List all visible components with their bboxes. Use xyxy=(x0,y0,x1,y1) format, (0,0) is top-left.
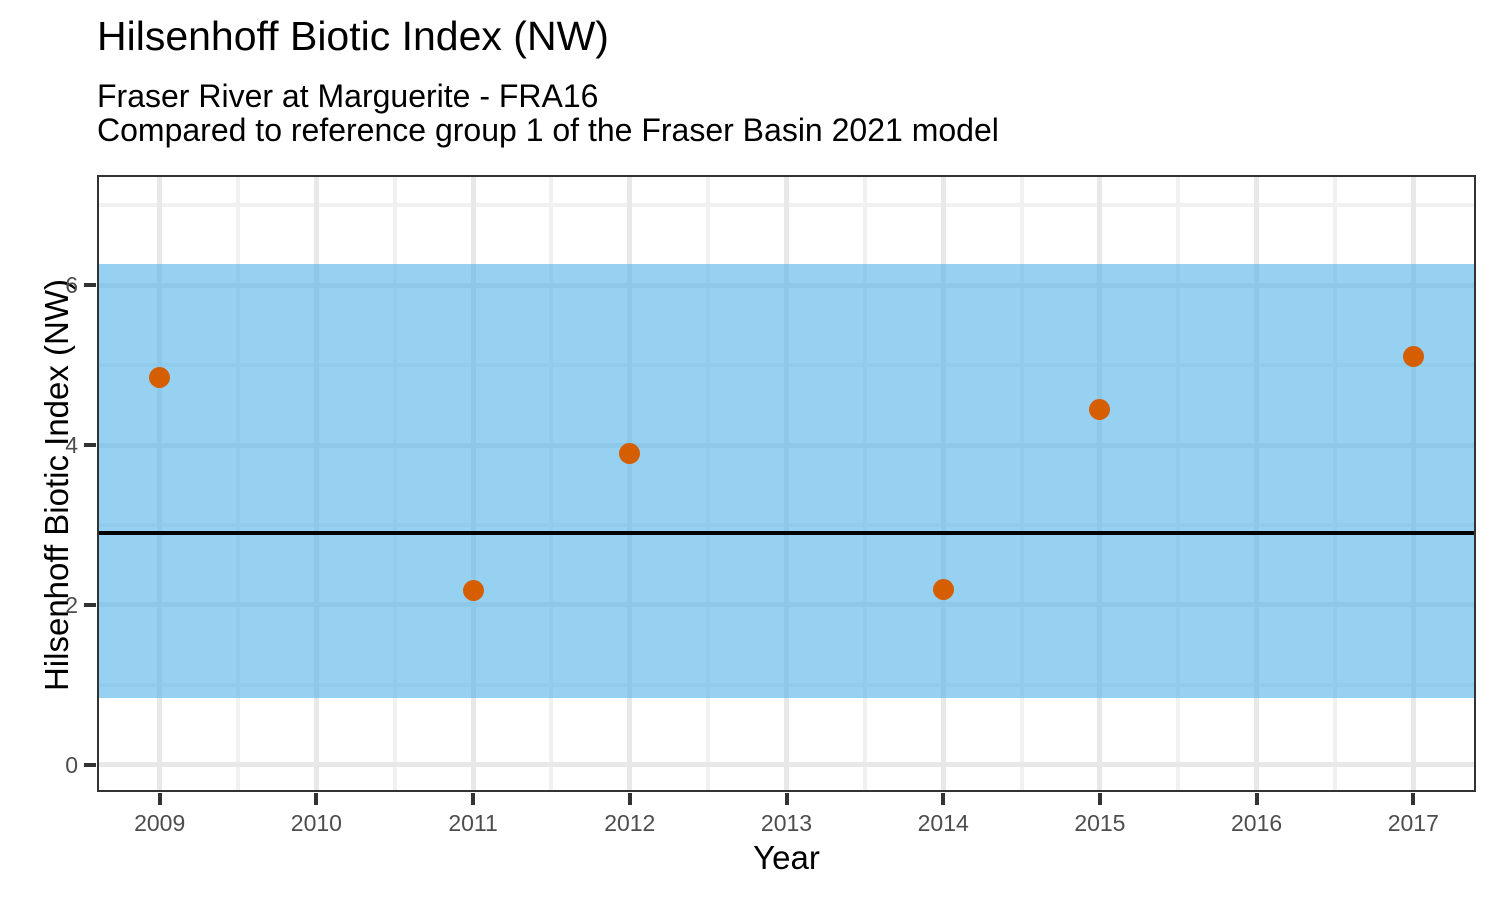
x-tick-mark xyxy=(784,793,789,805)
reference-line xyxy=(97,531,1476,536)
x-tick-mark xyxy=(471,793,476,805)
data-point xyxy=(1089,398,1111,420)
data-point xyxy=(462,580,484,602)
y-axis-title: Hilsenhoff Biotic Index (NW) xyxy=(38,278,75,692)
x-tick-label: 2009 xyxy=(134,810,186,836)
x-tick-label: 2014 xyxy=(917,810,969,836)
data-point xyxy=(149,366,171,388)
x-tick-mark xyxy=(1254,793,1259,805)
x-axis-title: Year xyxy=(753,839,820,876)
y-tick-mark xyxy=(84,283,96,288)
reference-band xyxy=(97,263,1476,699)
x-tick-mark xyxy=(314,793,319,805)
x-tick-mark xyxy=(1411,793,1416,805)
x-tick-label: 2010 xyxy=(290,810,342,836)
x-tick-mark xyxy=(157,793,162,805)
x-tick-label: 2015 xyxy=(1074,810,1126,836)
chart-title: Hilsenhoff Biotic Index (NW) xyxy=(97,13,609,59)
y-tick-label: 2 xyxy=(65,591,78,618)
y-tick-label: 0 xyxy=(65,751,78,778)
data-point xyxy=(932,579,954,601)
y-tick-mark xyxy=(84,443,96,448)
x-tick-mark xyxy=(627,793,632,805)
x-tick-label: 2017 xyxy=(1387,810,1439,836)
y-tick-label: 4 xyxy=(65,432,78,459)
x-tick-label: 2013 xyxy=(760,810,813,836)
chart-subtitle-line-2: Compared to reference group 1 of the Fra… xyxy=(97,111,999,148)
x-tick-label: 2011 xyxy=(448,810,498,836)
chart-subtitle: Fraser River at Marguerite - FRA16 Compa… xyxy=(97,78,999,148)
x-tick-label: 2012 xyxy=(604,810,656,836)
data-point xyxy=(1402,345,1424,367)
y-tick-label: 6 xyxy=(65,272,78,299)
data-point xyxy=(619,443,641,465)
y-tick-mark xyxy=(84,602,96,607)
chart-subtitle-line-1: Fraser River at Marguerite - FRA16 xyxy=(97,78,599,114)
x-tick-mark xyxy=(1097,793,1102,805)
y-tick-mark xyxy=(84,762,96,767)
x-tick-label: 2016 xyxy=(1231,810,1283,836)
x-tick-mark xyxy=(941,793,946,805)
